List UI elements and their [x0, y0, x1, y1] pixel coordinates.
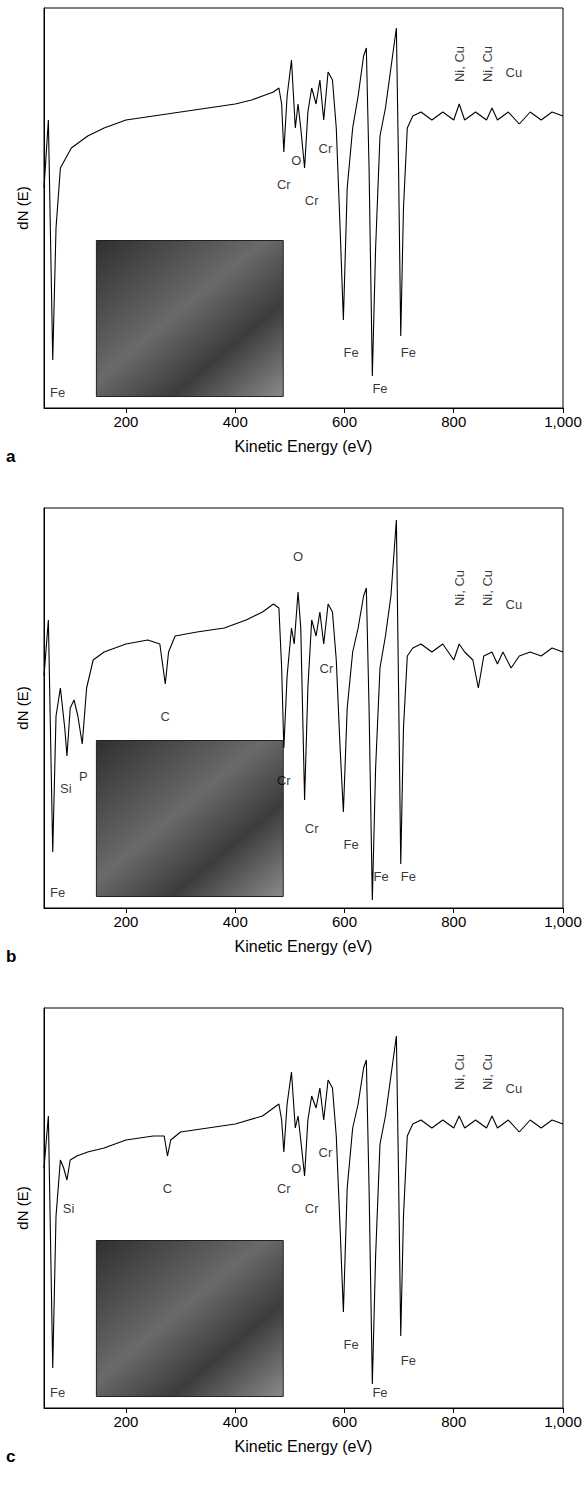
svg-text:600: 600 [332, 1413, 357, 1430]
svg-text:800: 800 [441, 413, 466, 430]
svg-text:Cr: Cr [320, 661, 334, 676]
svg-text:Fe: Fe [50, 885, 65, 900]
svg-text:200: 200 [113, 913, 138, 930]
svg-text:Cr: Cr [318, 1145, 332, 1160]
svg-text:Ni, Cu: Ni, Cu [452, 1054, 467, 1090]
svg-text:200: 200 [113, 1413, 138, 1430]
svg-text:Ni, Cu: Ni, Cu [480, 46, 495, 82]
svg-text:Kinetic Energy (eV): Kinetic Energy (eV) [235, 438, 373, 455]
svg-text:Fe: Fe [50, 385, 65, 400]
svg-text:Fe: Fe [401, 869, 416, 884]
svg-text:b: b [6, 947, 16, 966]
svg-text:Ni, Cu: Ni, Cu [452, 570, 467, 606]
svg-text:C: C [163, 1181, 172, 1196]
svg-text:Fe: Fe [343, 1337, 358, 1352]
svg-text:O: O [293, 549, 303, 564]
svg-text:Cr: Cr [305, 821, 319, 836]
svg-text:200: 200 [113, 413, 138, 430]
svg-text:Cr: Cr [305, 1201, 319, 1216]
svg-text:800: 800 [441, 1413, 466, 1430]
svg-text:Fe: Fe [343, 345, 358, 360]
svg-text:dN (E): dN (E) [14, 186, 31, 229]
svg-text:O: O [291, 153, 301, 168]
svg-text:Cu: Cu [506, 1081, 523, 1096]
svg-text:400: 400 [223, 1413, 248, 1430]
svg-text:Si: Si [60, 781, 72, 796]
svg-text:Fe: Fe [373, 869, 388, 884]
svg-text:Si: Si [63, 1201, 75, 1216]
svg-text:Cr: Cr [305, 193, 319, 208]
svg-text:600: 600 [332, 913, 357, 930]
svg-text:Cu: Cu [506, 597, 523, 612]
svg-text:400: 400 [223, 913, 248, 930]
svg-text:O: O [291, 1161, 301, 1176]
svg-text:600: 600 [332, 413, 357, 430]
svg-text:a: a [6, 447, 16, 466]
svg-text:Cr: Cr [277, 773, 291, 788]
svg-text:Cr: Cr [318, 141, 332, 156]
svg-text:Ni, Cu: Ni, Cu [480, 570, 495, 606]
svg-text:dN (E): dN (E) [14, 1186, 31, 1229]
svg-text:Cu: Cu [506, 65, 523, 80]
svg-text:1,000: 1,000 [544, 913, 582, 930]
svg-text:400: 400 [223, 413, 248, 430]
svg-text:Fe: Fe [372, 381, 387, 396]
svg-text:1,000: 1,000 [544, 1413, 582, 1430]
svg-text:Fe: Fe [401, 345, 416, 360]
svg-text:C: C [161, 709, 170, 724]
svg-text:Kinetic Energy (eV): Kinetic Energy (eV) [235, 938, 373, 955]
svg-text:Fe: Fe [372, 1385, 387, 1400]
svg-text:dN (E): dN (E) [14, 686, 31, 729]
svg-text:Ni, Cu: Ni, Cu [452, 46, 467, 82]
svg-text:c: c [6, 1447, 15, 1466]
svg-text:Cr: Cr [277, 1181, 291, 1196]
svg-text:Fe: Fe [343, 837, 358, 852]
svg-text:Fe: Fe [50, 1385, 65, 1400]
svg-text:1,000: 1,000 [544, 413, 582, 430]
svg-text:800: 800 [441, 913, 466, 930]
svg-text:Cr: Cr [277, 177, 291, 192]
svg-text:Ni, Cu: Ni, Cu [480, 1054, 495, 1090]
svg-text:Kinetic Energy (eV): Kinetic Energy (eV) [235, 1438, 373, 1455]
svg-text:P: P [79, 769, 88, 784]
svg-text:Fe: Fe [401, 1353, 416, 1368]
